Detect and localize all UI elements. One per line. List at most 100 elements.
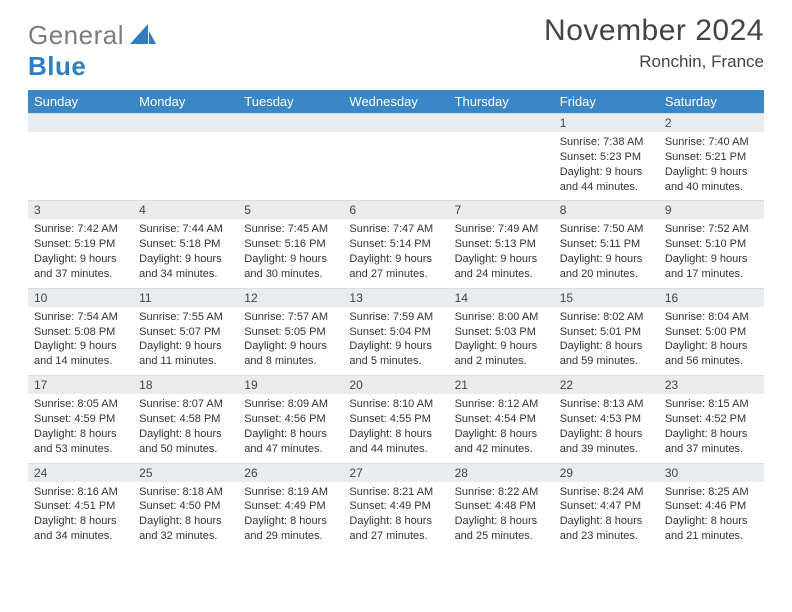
dayname-wed: Wednesday [343,90,448,113]
sunset-text: Sunset: 5:23 PM [560,150,653,165]
day-body [343,132,448,186]
daylight-text: Daylight: 8 hours and 39 minutes. [560,427,653,457]
sail-icon [130,24,156,49]
sunset-text: Sunset: 5:04 PM [349,325,442,340]
day-number: 17 [28,375,133,394]
day-body: Sunrise: 7:50 AMSunset: 5:11 PMDaylight:… [554,219,659,287]
sunrise-text: Sunrise: 8:02 AM [560,310,653,325]
dayname-thu: Thursday [449,90,554,113]
day-body: Sunrise: 7:57 AMSunset: 5:05 PMDaylight:… [238,307,343,375]
day-number: 9 [659,200,764,219]
day-body: Sunrise: 8:02 AMSunset: 5:01 PMDaylight:… [554,307,659,375]
daylight-text: Daylight: 8 hours and 56 minutes. [665,339,758,369]
calendar-day-cell: 27Sunrise: 8:21 AMSunset: 4:49 PMDayligh… [343,463,448,550]
sunset-text: Sunset: 5:07 PM [139,325,232,340]
day-number: 26 [238,463,343,482]
sunrise-text: Sunrise: 8:24 AM [560,485,653,500]
calendar-day-cell: 9Sunrise: 7:52 AMSunset: 5:10 PMDaylight… [659,200,764,287]
calendar-day-cell: 4Sunrise: 7:44 AMSunset: 5:18 PMDaylight… [133,200,238,287]
calendar-day-cell: 14Sunrise: 8:00 AMSunset: 5:03 PMDayligh… [449,288,554,375]
daylight-text: Daylight: 8 hours and 59 minutes. [560,339,653,369]
daylight-text: Daylight: 9 hours and 14 minutes. [34,339,127,369]
calendar-day-cell: 10Sunrise: 7:54 AMSunset: 5:08 PMDayligh… [28,288,133,375]
calendar-day-cell: 8Sunrise: 7:50 AMSunset: 5:11 PMDaylight… [554,200,659,287]
day-number: 16 [659,288,764,307]
sunset-text: Sunset: 5:14 PM [349,237,442,252]
calendar-header: Sunday Monday Tuesday Wednesday Thursday… [28,90,764,113]
day-number: 25 [133,463,238,482]
sunrise-text: Sunrise: 8:25 AM [665,485,758,500]
day-number: 13 [343,288,448,307]
daylight-text: Daylight: 9 hours and 5 minutes. [349,339,442,369]
day-number: 29 [554,463,659,482]
daylight-text: Daylight: 8 hours and 37 minutes. [665,427,758,457]
day-number: 20 [343,375,448,394]
day-body: Sunrise: 7:45 AMSunset: 5:16 PMDaylight:… [238,219,343,287]
sunset-text: Sunset: 5:00 PM [665,325,758,340]
calendar-day-cell: 26Sunrise: 8:19 AMSunset: 4:49 PMDayligh… [238,463,343,550]
day-body: Sunrise: 7:49 AMSunset: 5:13 PMDaylight:… [449,219,554,287]
calendar-day-cell: 22Sunrise: 8:13 AMSunset: 4:53 PMDayligh… [554,375,659,462]
daylight-text: Daylight: 9 hours and 44 minutes. [560,165,653,195]
sunset-text: Sunset: 4:50 PM [139,499,232,514]
daylight-text: Daylight: 8 hours and 29 minutes. [244,514,337,544]
day-number: 5 [238,200,343,219]
calendar-day-cell: 24Sunrise: 8:16 AMSunset: 4:51 PMDayligh… [28,463,133,550]
sunrise-text: Sunrise: 8:15 AM [665,397,758,412]
calendar-day-cell [133,113,238,200]
calendar-day-cell: 12Sunrise: 7:57 AMSunset: 5:05 PMDayligh… [238,288,343,375]
sunrise-text: Sunrise: 7:42 AM [34,222,127,237]
day-number: 11 [133,288,238,307]
sunset-text: Sunset: 4:52 PM [665,412,758,427]
calendar-day-cell: 5Sunrise: 7:45 AMSunset: 5:16 PMDaylight… [238,200,343,287]
calendar-day-cell: 29Sunrise: 8:24 AMSunset: 4:47 PMDayligh… [554,463,659,550]
calendar-day-cell: 18Sunrise: 8:07 AMSunset: 4:58 PMDayligh… [133,375,238,462]
sunset-text: Sunset: 4:48 PM [455,499,548,514]
calendar-day-cell: 30Sunrise: 8:25 AMSunset: 4:46 PMDayligh… [659,463,764,550]
day-body: Sunrise: 8:25 AMSunset: 4:46 PMDaylight:… [659,482,764,550]
calendar-day-cell: 7Sunrise: 7:49 AMSunset: 5:13 PMDaylight… [449,200,554,287]
daylight-text: Daylight: 9 hours and 2 minutes. [455,339,548,369]
sunset-text: Sunset: 5:13 PM [455,237,548,252]
sunrise-text: Sunrise: 8:13 AM [560,397,653,412]
calendar-week: 24Sunrise: 8:16 AMSunset: 4:51 PMDayligh… [28,463,764,550]
daylight-text: Daylight: 8 hours and 23 minutes. [560,514,653,544]
dayname-sat: Saturday [659,90,764,113]
sunset-text: Sunset: 4:53 PM [560,412,653,427]
day-body: Sunrise: 7:44 AMSunset: 5:18 PMDaylight:… [133,219,238,287]
daylight-text: Daylight: 8 hours and 42 minutes. [455,427,548,457]
sunrise-text: Sunrise: 8:19 AM [244,485,337,500]
day-number: 15 [554,288,659,307]
sunrise-text: Sunrise: 7:38 AM [560,135,653,150]
day-number: 8 [554,200,659,219]
day-number [133,113,238,132]
sunrise-text: Sunrise: 8:18 AM [139,485,232,500]
sunrise-text: Sunrise: 7:59 AM [349,310,442,325]
calendar-week: 3Sunrise: 7:42 AMSunset: 5:19 PMDaylight… [28,200,764,287]
daylight-text: Daylight: 8 hours and 47 minutes. [244,427,337,457]
calendar-day-cell [343,113,448,200]
sunset-text: Sunset: 4:46 PM [665,499,758,514]
day-body: Sunrise: 7:42 AMSunset: 5:19 PMDaylight:… [28,219,133,287]
day-number: 6 [343,200,448,219]
daylight-text: Daylight: 9 hours and 30 minutes. [244,252,337,282]
sunrise-text: Sunrise: 7:40 AM [665,135,758,150]
calendar-day-cell: 2Sunrise: 7:40 AMSunset: 5:21 PMDaylight… [659,113,764,200]
daylight-text: Daylight: 8 hours and 44 minutes. [349,427,442,457]
daylight-text: Daylight: 9 hours and 24 minutes. [455,252,548,282]
daylight-text: Daylight: 8 hours and 21 minutes. [665,514,758,544]
daylight-text: Daylight: 9 hours and 40 minutes. [665,165,758,195]
calendar-week: 17Sunrise: 8:05 AMSunset: 4:59 PMDayligh… [28,375,764,462]
sunrise-text: Sunrise: 7:44 AM [139,222,232,237]
dayname-fri: Friday [554,90,659,113]
sunset-text: Sunset: 4:51 PM [34,499,127,514]
calendar-page: General Blue November 2024 Ronchin, Fran… [0,0,792,612]
calendar-day-cell: 20Sunrise: 8:10 AMSunset: 4:55 PMDayligh… [343,375,448,462]
day-body: Sunrise: 8:09 AMSunset: 4:56 PMDaylight:… [238,394,343,462]
day-body: Sunrise: 8:22 AMSunset: 4:48 PMDaylight:… [449,482,554,550]
sunset-text: Sunset: 5:19 PM [34,237,127,252]
sunset-text: Sunset: 4:56 PM [244,412,337,427]
day-number: 30 [659,463,764,482]
day-body: Sunrise: 7:38 AMSunset: 5:23 PMDaylight:… [554,132,659,200]
sunrise-text: Sunrise: 7:54 AM [34,310,127,325]
